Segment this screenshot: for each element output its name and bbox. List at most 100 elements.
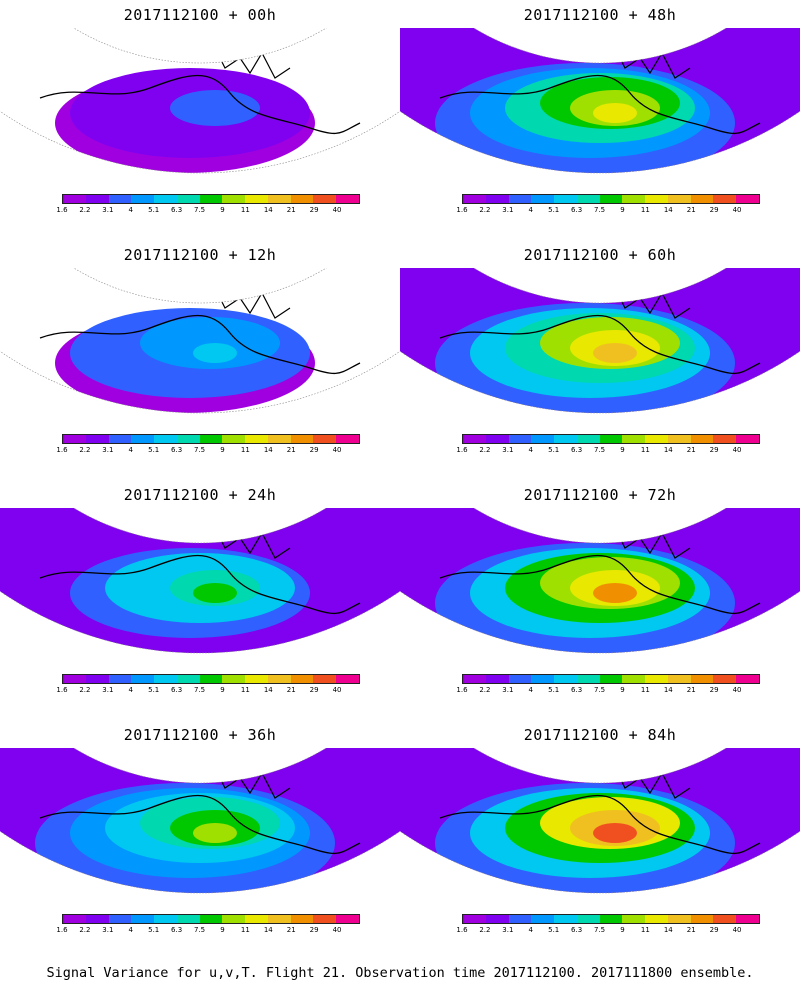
colorbar-tick-label: 2.2 [79, 206, 91, 214]
colorbar-tick-label: 40 [732, 446, 742, 454]
colorbar-segment [176, 675, 200, 683]
colorbar-segment [554, 195, 577, 203]
colorbar-segment [85, 675, 109, 683]
colorbar-tick-label: 2.2 [79, 686, 91, 694]
forecast-panel: 2017112100 + 12h 1.6 2.2 3.1 4 5.1 6.3 7.5 9 11 14… [0, 240, 400, 490]
colorbar-segment [485, 675, 509, 683]
colorbar-tick-label: 21 [686, 446, 696, 454]
colorbar-segment [576, 675, 600, 683]
colorbar-tick-label: 6.3 [571, 926, 583, 934]
colorbar-segment [736, 435, 759, 443]
colorbar-tick-label: 4 [528, 926, 533, 934]
colorbar-tick-label: 9 [220, 926, 225, 934]
variance-map [400, 268, 800, 414]
colorbar-segment [463, 435, 486, 443]
colorbar-segment [336, 435, 359, 443]
colorbar-ticks: 1.6 2.2 3.1 4 5.1 6.3 7.5 9 11 14 21 29 40 [456, 686, 760, 696]
colorbar-tick-label: 11 [640, 926, 650, 934]
panel-title: 2017112100 + 24h [123, 486, 277, 504]
colorbar-ticks: 1.6 2.2 3.1 4 5.1 6.3 7.5 9 11 14 21 29 40 [56, 446, 360, 456]
colorbar-segment [199, 435, 223, 443]
colorbar-segment [667, 195, 691, 203]
panel-title: 2017112100 + 12h [123, 246, 277, 264]
map-graticule [400, 268, 800, 414]
colorbar-segment [108, 435, 132, 443]
colorbar-tick-label: 29 [709, 686, 719, 694]
colorbar-segment [131, 195, 155, 203]
colorbar-segment [267, 435, 291, 443]
colorbar-tick-label: 40 [332, 686, 342, 694]
colorbar-segment [463, 195, 486, 203]
forecast-panel: 2017112100 + 48h 1.6 2.2 3.1 4 5.1 6.3 7.5 9 11 14… [400, 0, 800, 250]
colorbar-segment [531, 195, 555, 203]
colorbar-tick-label: 29 [709, 446, 719, 454]
colorbar-segment [622, 435, 646, 443]
colorbar-tick-label: 14 [263, 446, 273, 454]
colorbar-ticks: 1.6 2.2 3.1 4 5.1 6.3 7.5 9 11 14 21 29 40 [56, 206, 360, 216]
colorbar-tick-label: 6.3 [571, 206, 583, 214]
colorbar-tick-label: 11 [240, 686, 250, 694]
colorbar-segment [290, 195, 314, 203]
colorbar-tick-label: 7.5 [593, 686, 606, 694]
colorbar-segment [645, 915, 668, 923]
colorbar [462, 194, 760, 204]
colorbar-tick-label: 21 [286, 686, 296, 694]
colorbar-tick-label: 6.3 [171, 206, 183, 214]
colorbar [62, 914, 360, 924]
colorbar-tick-label: 11 [640, 446, 650, 454]
colorbar-segment [645, 675, 668, 683]
colorbar-tick-label: 29 [309, 446, 319, 454]
colorbar-tick-label: 9 [620, 446, 625, 454]
map-graticule [0, 748, 400, 894]
colorbar-segment [485, 915, 509, 923]
colorbar-segment [63, 195, 86, 203]
colorbar-tick-label: 4 [128, 926, 133, 934]
colorbar-tick-label: 3.1 [502, 446, 514, 454]
colorbar-segment [108, 915, 132, 923]
colorbar-tick-label: 29 [709, 206, 719, 214]
colorbar-segment [713, 675, 737, 683]
colorbar-tick-label: 2.2 [479, 926, 491, 934]
colorbar-tick-label: 4 [528, 206, 533, 214]
colorbar-segment [667, 915, 691, 923]
colorbar-tick-label: 21 [286, 446, 296, 454]
colorbar-segment [576, 435, 600, 443]
colorbar-segment [485, 435, 509, 443]
colorbar-segment [290, 435, 314, 443]
variance-contour [193, 583, 237, 603]
colorbar-segment [508, 195, 532, 203]
colorbar-segment [313, 195, 337, 203]
colorbar-segment [85, 915, 109, 923]
map-graticule [400, 28, 800, 174]
colorbar-tick-label: 3.1 [102, 926, 114, 934]
variance-contour [593, 343, 637, 363]
panel-title: 2017112100 + 60h [523, 246, 677, 264]
coastline [439, 554, 761, 615]
colorbar-tick-label: 2.2 [79, 446, 91, 454]
colorbar-tick-label: 2.2 [479, 206, 491, 214]
panel-title: 2017112100 + 84h [523, 726, 677, 744]
colorbar-tick-label: 11 [640, 686, 650, 694]
colorbar-segment [267, 915, 291, 923]
colorbar [62, 194, 360, 204]
colorbar-tick-label: 11 [640, 206, 650, 214]
colorbar-tick-label: 5.1 [548, 686, 560, 694]
colorbar-tick-label: 9 [220, 446, 225, 454]
colorbar-segment [63, 675, 86, 683]
forecast-panel: 2017112100 + 60h 1.6 2.2 3.1 4 5.1 6.3 7.5 9 11 14… [400, 240, 800, 490]
coastline [439, 794, 761, 855]
colorbar-segment [622, 915, 646, 923]
colorbar-segment [176, 435, 200, 443]
colorbar-tick-label: 11 [240, 446, 250, 454]
colorbar-tick-label: 5.1 [548, 446, 560, 454]
colorbar-segment [154, 675, 177, 683]
colorbar-tick-label: 14 [263, 686, 273, 694]
colorbar-segment [222, 675, 246, 683]
colorbar-segment [576, 915, 600, 923]
colorbar-tick-label: 6.3 [571, 686, 583, 694]
colorbar-tick-label: 2.2 [479, 446, 491, 454]
colorbar-ticks: 1.6 2.2 3.1 4 5.1 6.3 7.5 9 11 14 21 29 40 [456, 446, 760, 456]
colorbar-segment [199, 675, 223, 683]
variance-contour [593, 583, 637, 603]
colorbar-tick-label: 1.6 [456, 926, 468, 934]
